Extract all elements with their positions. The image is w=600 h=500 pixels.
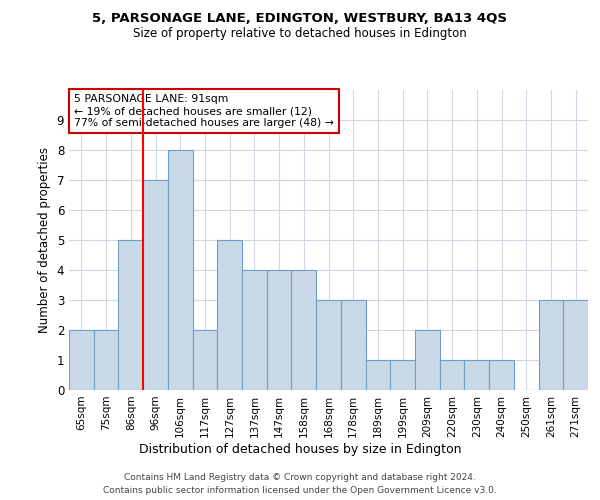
Bar xyxy=(267,270,292,390)
Bar xyxy=(118,240,143,390)
Bar xyxy=(390,360,415,390)
Bar xyxy=(489,360,514,390)
Bar xyxy=(217,240,242,390)
Text: Size of property relative to detached houses in Edington: Size of property relative to detached ho… xyxy=(133,28,467,40)
Bar xyxy=(193,330,217,390)
Bar xyxy=(143,180,168,390)
Text: Contains HM Land Registry data © Crown copyright and database right 2024.: Contains HM Land Registry data © Crown c… xyxy=(124,472,476,482)
Bar xyxy=(168,150,193,390)
Y-axis label: Number of detached properties: Number of detached properties xyxy=(38,147,51,333)
Bar xyxy=(365,360,390,390)
Bar xyxy=(316,300,341,390)
Text: 5, PARSONAGE LANE, EDINGTON, WESTBURY, BA13 4QS: 5, PARSONAGE LANE, EDINGTON, WESTBURY, B… xyxy=(92,12,508,26)
Text: Distribution of detached houses by size in Edington: Distribution of detached houses by size … xyxy=(139,442,461,456)
Bar xyxy=(539,300,563,390)
Bar xyxy=(341,300,365,390)
Text: Contains public sector information licensed under the Open Government Licence v3: Contains public sector information licen… xyxy=(103,486,497,495)
Bar xyxy=(415,330,440,390)
Bar xyxy=(242,270,267,390)
Bar xyxy=(464,360,489,390)
Bar xyxy=(440,360,464,390)
Bar xyxy=(563,300,588,390)
Bar xyxy=(292,270,316,390)
Text: 5 PARSONAGE LANE: 91sqm
← 19% of detached houses are smaller (12)
77% of semi-de: 5 PARSONAGE LANE: 91sqm ← 19% of detache… xyxy=(74,94,334,128)
Bar xyxy=(94,330,118,390)
Bar xyxy=(69,330,94,390)
